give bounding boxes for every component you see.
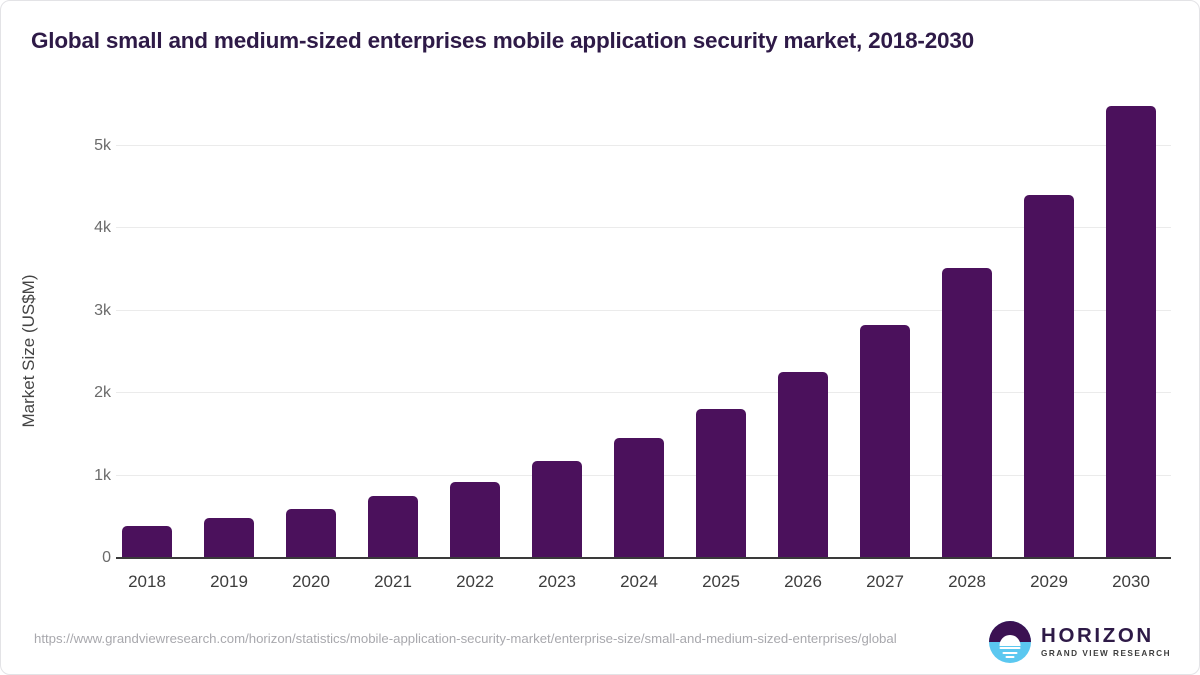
plot-area: 0 1k 2k 3k 4k 5k 2018 2019 2020 2021 2022 2023 2024… — [94, 96, 1171, 591]
bar[interactable] — [368, 496, 418, 558]
bar[interactable] — [860, 325, 910, 558]
logo-tagline: GRAND VIEW RESEARCH — [1041, 649, 1171, 659]
x-axis-tick-label: 2028 — [948, 572, 986, 591]
x-axis-tick-label: 2021 — [374, 572, 412, 591]
x-axis-line — [116, 557, 1171, 559]
x-axis-tick-label: 2023 — [538, 572, 576, 591]
x-axis-tick-label: 2026 — [784, 572, 822, 591]
x-axis-tick-label: 2018 — [128, 572, 166, 591]
bar[interactable] — [122, 525, 172, 558]
bar[interactable] — [286, 509, 336, 558]
bar-chart: Market Size (US$M) 0 1k 2k 3k 4k 5k 2018 2019 2… — [1, 1, 1199, 611]
logo-ray-1 — [999, 647, 1021, 650]
y-axis-tick-label: 0 — [102, 549, 111, 566]
logo-ray-3 — [1005, 656, 1015, 659]
gridline — [116, 227, 1171, 228]
x-axis-tick-label: 2019 — [210, 572, 248, 591]
bar[interactable] — [778, 372, 828, 558]
horizon-logo: HORIZON GRAND VIEW RESEARCH — [989, 621, 1171, 663]
logo-ray-2 — [1002, 651, 1018, 654]
x-axis-tick-label: 2027 — [866, 572, 904, 591]
bar[interactable] — [450, 482, 500, 558]
x-axis-tick-label: 2030 — [1112, 572, 1150, 591]
y-axis-tick-label: 1k — [94, 466, 111, 484]
logo-text: HORIZON GRAND VIEW RESEARCH — [1041, 623, 1171, 659]
y-axis-tick-label: 4k — [94, 219, 111, 236]
x-axis-tick-label: 2024 — [620, 572, 658, 591]
bar[interactable] — [532, 461, 582, 558]
bar[interactable] — [1106, 105, 1156, 558]
y-axis-tick-label: 3k — [94, 301, 111, 319]
x-axis-tick-label: 2022 — [456, 572, 494, 591]
x-axis-tick-label: 2025 — [702, 572, 740, 591]
x-axis-tick-label: 2029 — [1030, 572, 1068, 591]
bar[interactable] — [204, 517, 254, 558]
bar[interactable] — [696, 408, 746, 558]
logo-name: HORIZON — [1041, 623, 1154, 647]
page-title: Global small and medium-sized enterprise… — [31, 28, 974, 53]
x-axis-tick-label: 2020 — [292, 572, 330, 591]
bar[interactable] — [614, 438, 664, 558]
source-url[interactable]: https://www.grandviewresearch.com/horizo… — [34, 631, 897, 646]
gridline — [116, 309, 1171, 311]
gridline — [116, 392, 1171, 393]
bar[interactable] — [1024, 195, 1074, 558]
logo-top-half — [989, 621, 1032, 642]
y-axis-tick-label: 2k — [94, 384, 111, 401]
y-axis-tick-label: 5k — [94, 136, 111, 154]
logo-sun-arch — [999, 635, 1021, 647]
horizon-logo-icon — [989, 621, 1032, 663]
bar[interactable] — [942, 267, 992, 558]
gridline — [116, 144, 1171, 146]
y-axis-title: Market Size (US$M) — [19, 274, 38, 428]
